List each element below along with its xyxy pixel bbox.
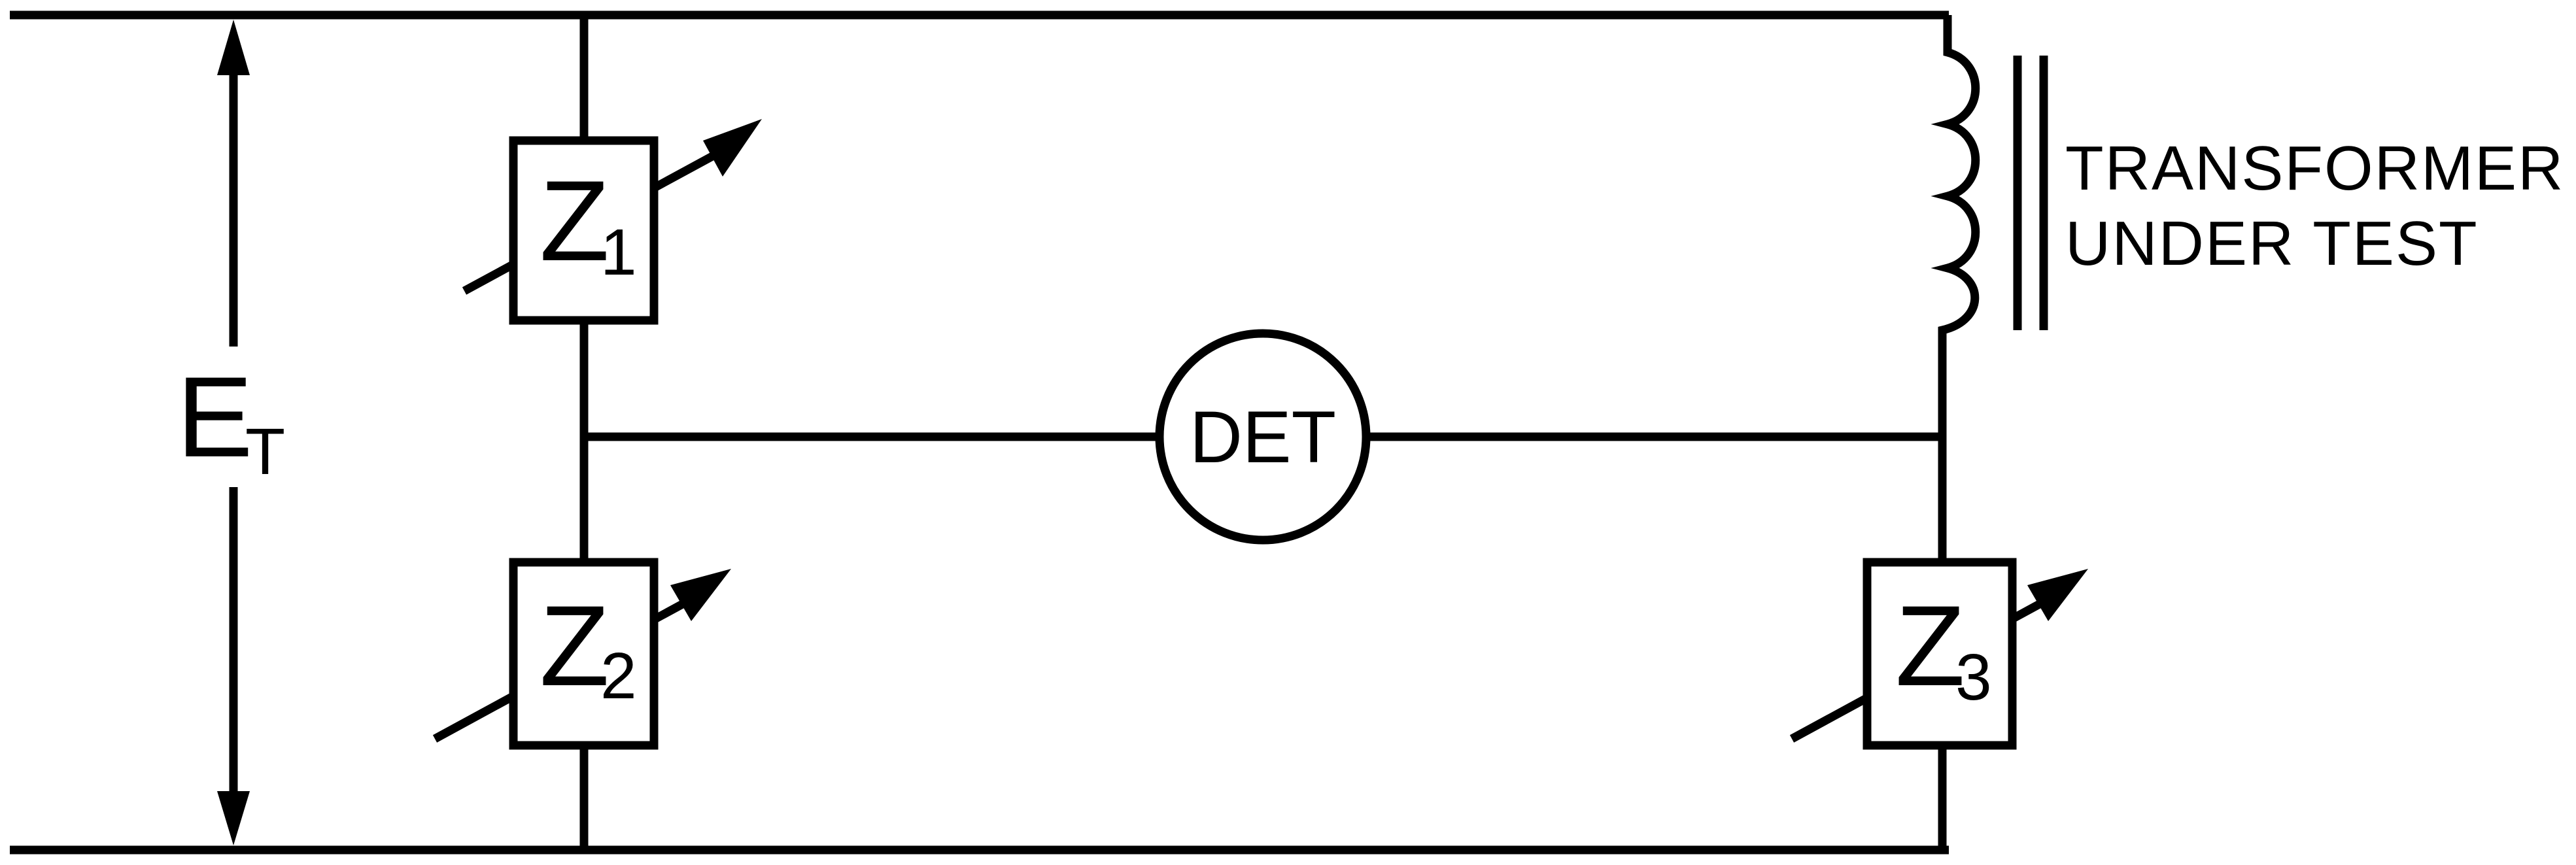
voltage-label-subscript: T xyxy=(245,415,285,488)
impedance-z1-subscript: 1 xyxy=(600,216,637,289)
impedance-z3: Z 3 xyxy=(1789,558,2088,750)
detector-circle xyxy=(1155,329,1371,545)
variable-arrow-head xyxy=(703,119,762,177)
inductor-coil-icon xyxy=(1931,15,1980,562)
transformer-core-icon xyxy=(2013,56,2048,330)
impedance-z2: Z 2 xyxy=(432,558,731,750)
detector: DET xyxy=(1155,329,1371,545)
impedance-z1-label: Z xyxy=(540,158,610,285)
detector-label: DET xyxy=(1190,396,1336,478)
voltage-label: E xyxy=(177,354,253,481)
variable-arrow-head xyxy=(2027,569,2088,621)
impedance-z1: Z 1 xyxy=(462,119,762,325)
impedance-z2-subscript: 2 xyxy=(600,639,637,713)
impedance-z3-label: Z xyxy=(1895,583,1965,710)
impedance-z3-box xyxy=(1863,558,2017,750)
voltage-arrow-icon xyxy=(217,20,250,845)
transformer-label-line2: UNDER TEST xyxy=(2065,209,2479,279)
impedance-z3-subscript: 3 xyxy=(1955,641,1992,714)
impedance-z2-label: Z xyxy=(540,583,610,710)
variable-arrow-head xyxy=(670,569,731,621)
impedance-z2-box xyxy=(509,558,659,750)
transformer-label-line1: TRANSFORMER xyxy=(2065,133,2564,203)
impedance-z1-box xyxy=(509,136,659,325)
